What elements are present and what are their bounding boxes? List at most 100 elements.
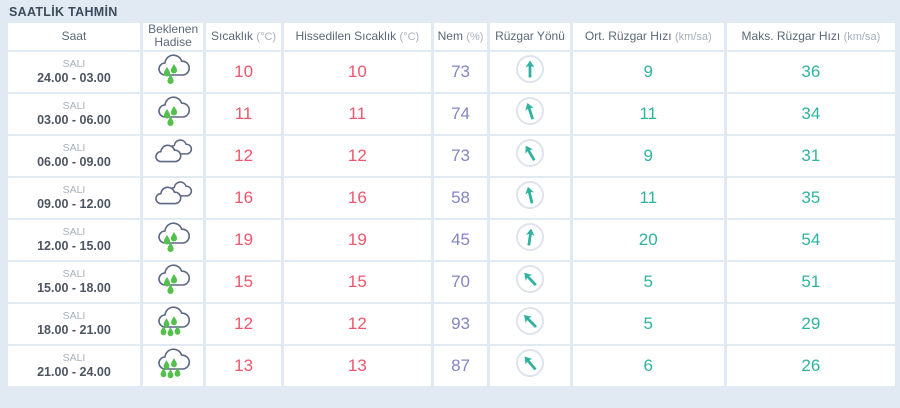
wind-direction-cell xyxy=(490,135,570,176)
hours-label: 03.00 - 06.00 xyxy=(37,112,111,127)
wind-direction-cell xyxy=(490,261,570,302)
time-cell: SALI 24.00 - 03.00 xyxy=(8,51,140,92)
condition-cell xyxy=(142,135,204,176)
wind-arrow-icon xyxy=(515,265,544,294)
wind-arrow-icon xyxy=(515,97,544,126)
hours-label: 06.00 - 09.00 xyxy=(37,154,111,169)
avg-wind-cell: 5 xyxy=(572,303,724,344)
temperature-cell: 12 xyxy=(206,135,281,176)
wind-arrow-icon xyxy=(515,349,544,378)
wind-arrow-icon xyxy=(515,181,544,210)
max-wind-cell: 29 xyxy=(726,303,895,344)
col-label: Hissedilen Sıcaklık xyxy=(295,28,397,43)
col-header-avg-wind: Ort. Rüzgar Hızı (km/sa) xyxy=(572,23,724,50)
wind-direction-icon xyxy=(515,222,545,252)
humidity-cell: 73 xyxy=(433,135,488,176)
time-cell: SALI 03.00 - 06.00 xyxy=(8,93,140,134)
humidity-cell: 73 xyxy=(433,51,488,92)
humidity-cell: 58 xyxy=(433,177,488,218)
day-label: SALI xyxy=(62,183,86,196)
col-unit: (°C) xyxy=(399,30,420,43)
hours-label: 12.00 - 15.00 xyxy=(37,238,111,253)
avg-wind-cell: 5 xyxy=(572,261,724,302)
col-label: Ort. Rüzgar Hızı xyxy=(584,28,672,43)
table-row: SALI 12.00 - 15.00 19 19 45 20 54 xyxy=(8,219,895,260)
temperature-cell: 13 xyxy=(206,345,281,386)
table-row: SALI 06.00 - 09.00 12 12 73 9 31 xyxy=(8,135,895,176)
temperature-cell: 19 xyxy=(206,219,281,260)
wind-direction-cell xyxy=(490,219,570,260)
avg-wind-cell: 11 xyxy=(572,93,724,134)
clouds-icon xyxy=(153,137,193,169)
col-header-temp: Sıcaklık (°C) xyxy=(206,23,281,50)
rain-cloud-icon xyxy=(158,264,191,295)
rain-cloud-icon xyxy=(153,263,193,295)
col-header-humidity: Nem (%) xyxy=(433,23,488,50)
avg-wind-cell: 11 xyxy=(572,177,724,218)
day-label: SALI xyxy=(62,267,86,280)
feels-like-cell: 19 xyxy=(283,219,431,260)
table-row: SALI 24.00 - 03.00 10 10 73 9 36 xyxy=(8,51,895,92)
humidity-cell: 70 xyxy=(433,261,488,302)
col-label: Beklenen Hadise xyxy=(148,22,199,50)
wind-direction-cell xyxy=(490,177,570,218)
humidity-cell: 93 xyxy=(433,303,488,344)
max-wind-cell: 35 xyxy=(726,177,895,218)
day-label: SALI xyxy=(62,225,86,238)
wind-direction-cell xyxy=(490,51,570,92)
hours-label: 18.00 - 21.00 xyxy=(37,322,111,337)
humidity-cell: 45 xyxy=(433,219,488,260)
avg-wind-cell: 20 xyxy=(572,219,724,260)
col-unit: (°C) xyxy=(256,30,277,43)
wind-direction-cell xyxy=(490,93,570,134)
day-label: SALI xyxy=(62,309,86,322)
condition-cell xyxy=(142,261,204,302)
col-label: Maks. Rüzgar Hızı xyxy=(741,28,841,43)
wind-direction-icon xyxy=(515,306,545,336)
col-unit: (km/sa) xyxy=(843,30,881,43)
col-unit: (km/sa) xyxy=(674,30,712,43)
header-row: Saat Beklenen Hadise Sıcaklık (°C) Hisse… xyxy=(8,22,895,50)
col-header-wind-dir: Rüzgar Yönü xyxy=(490,23,570,50)
temperature-cell: 10 xyxy=(206,51,281,92)
page-title: SAATLİK TAHMİN xyxy=(9,5,118,19)
wind-direction-cell xyxy=(490,345,570,386)
table-row: SALI 21.00 - 24.00 13 13 87 6 26 xyxy=(8,345,895,386)
wind-direction-icon xyxy=(515,264,545,294)
day-label: SALI xyxy=(62,99,86,112)
condition-cell xyxy=(142,303,204,344)
hours-label: 24.00 - 03.00 xyxy=(37,70,111,85)
col-header-max-wind: Maks. Rüzgar Hızı (km/sa) xyxy=(726,23,895,50)
rain-cloud-icon xyxy=(158,222,191,253)
day-label: SALI xyxy=(62,57,86,70)
wind-direction-icon xyxy=(515,138,545,168)
wind-direction-icon xyxy=(515,96,545,126)
wind-direction-icon xyxy=(515,180,545,210)
time-cell: SALI 21.00 - 24.00 xyxy=(8,345,140,386)
avg-wind-cell: 9 xyxy=(572,135,724,176)
clouds-icon xyxy=(155,181,193,205)
heavy-rain-cloud-icon xyxy=(153,305,193,337)
day-label: SALI xyxy=(62,141,86,154)
temperature-cell: 12 xyxy=(206,303,281,344)
avg-wind-cell: 9 xyxy=(572,51,724,92)
condition-cell xyxy=(142,219,204,260)
time-cell: SALI 09.00 - 12.00 xyxy=(8,177,140,218)
rain-cloud-icon xyxy=(158,54,191,85)
feels-like-cell: 10 xyxy=(283,51,431,92)
table-row: SALI 15.00 - 18.00 15 15 70 5 51 xyxy=(8,261,895,302)
feels-like-cell: 15 xyxy=(283,261,431,302)
time-cell: SALI 06.00 - 09.00 xyxy=(8,135,140,176)
wind-direction-icon xyxy=(515,54,545,84)
col-header-feels: Hissedilen Sıcaklık (°C) xyxy=(283,23,431,50)
rain-cloud-icon xyxy=(153,95,193,127)
temperature-cell: 16 xyxy=(206,177,281,218)
condition-cell xyxy=(142,345,204,386)
wind-direction-cell xyxy=(490,303,570,344)
col-header-condition: Beklenen Hadise xyxy=(142,22,204,50)
heavy-rain-cloud-icon xyxy=(158,306,191,337)
wind-arrow-icon xyxy=(515,139,544,168)
temperature-cell: 11 xyxy=(206,93,281,134)
table-row: SALI 18.00 - 21.00 12 12 93 5 29 xyxy=(8,303,895,344)
day-label: SALI xyxy=(62,351,86,364)
